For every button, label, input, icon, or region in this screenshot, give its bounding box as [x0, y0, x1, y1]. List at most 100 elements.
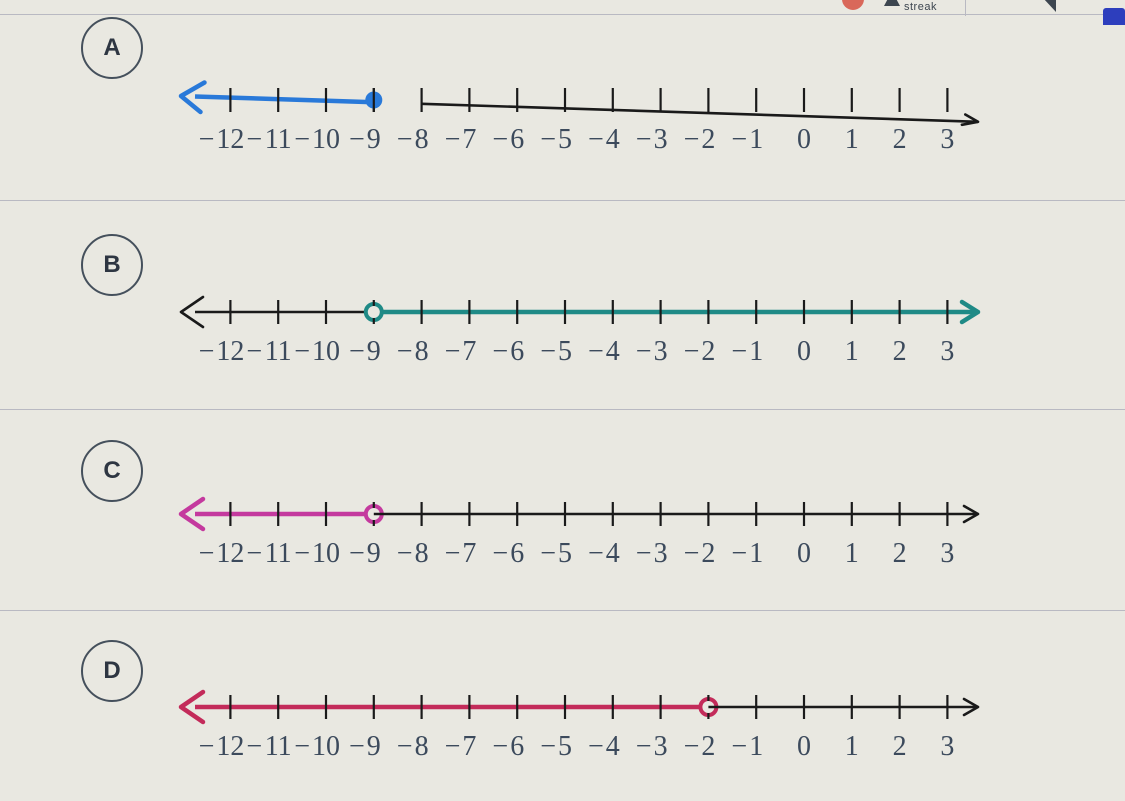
svg-text:−: −	[540, 538, 556, 569]
svg-text:8: 8	[415, 731, 429, 762]
svg-text:8: 8	[415, 124, 429, 155]
svg-text:1: 1	[749, 731, 763, 762]
svg-text:−: −	[636, 731, 652, 762]
svg-text:−: −	[445, 336, 461, 367]
svg-text:−: −	[731, 538, 747, 569]
svg-text:−: −	[294, 336, 310, 367]
svg-text:10: 10	[312, 538, 340, 569]
svg-text:1: 1	[845, 336, 859, 367]
svg-text:0: 0	[797, 124, 811, 155]
svg-text:11: 11	[265, 538, 292, 569]
svg-text:−: −	[397, 124, 413, 155]
svg-text:−: −	[349, 538, 365, 569]
svg-text:−: −	[199, 731, 215, 762]
svg-text:11: 11	[265, 731, 292, 762]
svg-text:−: −	[397, 538, 413, 569]
svg-text:8: 8	[415, 336, 429, 367]
svg-text:5: 5	[558, 336, 572, 367]
svg-text:−: −	[588, 731, 604, 762]
svg-text:5: 5	[558, 731, 572, 762]
svg-text:−: −	[294, 124, 310, 155]
svg-text:2: 2	[701, 336, 715, 367]
svg-text:6: 6	[510, 124, 524, 155]
svg-text:7: 7	[462, 731, 476, 762]
svg-text:2: 2	[893, 538, 907, 569]
svg-text:0: 0	[797, 336, 811, 367]
svg-text:−: −	[492, 538, 508, 569]
svg-text:−: −	[731, 124, 747, 155]
svg-text:12: 12	[216, 731, 244, 762]
svg-text:9: 9	[367, 124, 381, 155]
svg-text:12: 12	[216, 336, 244, 367]
svg-text:−: −	[445, 124, 461, 155]
svg-text:−: −	[731, 336, 747, 367]
svg-text:0: 0	[797, 538, 811, 569]
svg-text:−: −	[349, 731, 365, 762]
svg-text:3: 3	[940, 124, 954, 155]
svg-text:2: 2	[701, 731, 715, 762]
svg-text:0: 0	[797, 731, 811, 762]
svg-text:7: 7	[462, 124, 476, 155]
svg-text:−: −	[731, 731, 747, 762]
svg-text:11: 11	[265, 124, 292, 155]
svg-text:7: 7	[462, 538, 476, 569]
svg-text:3: 3	[654, 336, 668, 367]
svg-text:−: −	[199, 124, 215, 155]
svg-text:−: −	[349, 336, 365, 367]
svg-text:2: 2	[701, 538, 715, 569]
svg-text:1: 1	[845, 538, 859, 569]
svg-text:9: 9	[367, 731, 381, 762]
svg-text:−: −	[349, 124, 365, 155]
svg-text:−: −	[684, 336, 700, 367]
svg-text:−: −	[492, 731, 508, 762]
svg-text:−: −	[636, 538, 652, 569]
svg-text:−: −	[397, 336, 413, 367]
svg-text:1: 1	[749, 538, 763, 569]
svg-text:4: 4	[606, 731, 620, 762]
svg-text:2: 2	[893, 336, 907, 367]
svg-text:10: 10	[312, 336, 340, 367]
svg-text:−: −	[636, 124, 652, 155]
svg-text:4: 4	[606, 124, 620, 155]
svg-text:6: 6	[510, 538, 524, 569]
svg-text:−: −	[492, 124, 508, 155]
svg-text:10: 10	[312, 124, 340, 155]
svg-text:−: −	[588, 336, 604, 367]
svg-text:−: −	[397, 731, 413, 762]
svg-text:1: 1	[845, 124, 859, 155]
svg-text:−: −	[540, 124, 556, 155]
svg-text:1: 1	[845, 731, 859, 762]
svg-text:6: 6	[510, 731, 524, 762]
svg-text:4: 4	[606, 538, 620, 569]
svg-text:8: 8	[415, 538, 429, 569]
svg-text:−: −	[246, 538, 262, 569]
svg-text:3: 3	[654, 538, 668, 569]
svg-text:1: 1	[749, 124, 763, 155]
svg-text:−: −	[588, 538, 604, 569]
svg-text:2: 2	[893, 731, 907, 762]
svg-text:−: −	[246, 731, 262, 762]
svg-text:−: −	[199, 336, 215, 367]
svg-text:12: 12	[216, 124, 244, 155]
svg-text:2: 2	[893, 124, 907, 155]
svg-text:10: 10	[312, 731, 340, 762]
svg-text:3: 3	[654, 124, 668, 155]
svg-text:−: −	[684, 124, 700, 155]
svg-text:3: 3	[654, 731, 668, 762]
svg-text:−: −	[588, 124, 604, 155]
svg-text:−: −	[636, 336, 652, 367]
svg-text:9: 9	[367, 538, 381, 569]
svg-text:9: 9	[367, 336, 381, 367]
svg-text:−: −	[684, 731, 700, 762]
svg-text:−: −	[199, 538, 215, 569]
svg-text:3: 3	[940, 336, 954, 367]
svg-text:7: 7	[462, 336, 476, 367]
svg-text:5: 5	[558, 538, 572, 569]
svg-text:6: 6	[510, 336, 524, 367]
svg-text:12: 12	[216, 538, 244, 569]
svg-text:−: −	[540, 336, 556, 367]
svg-text:5: 5	[558, 124, 572, 155]
svg-text:4: 4	[606, 336, 620, 367]
svg-text:−: −	[445, 731, 461, 762]
svg-text:11: 11	[265, 336, 292, 367]
